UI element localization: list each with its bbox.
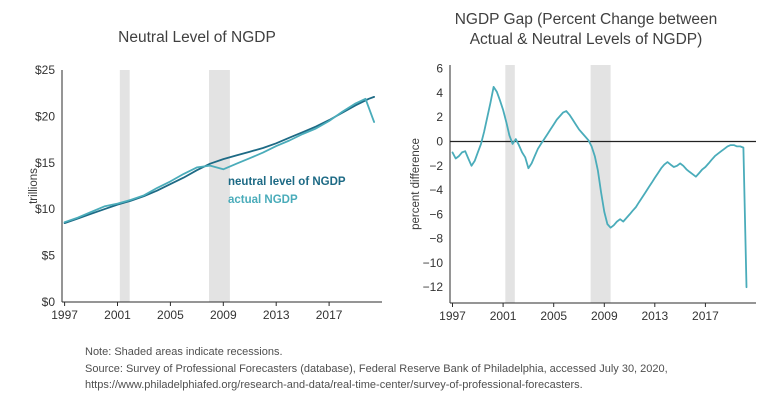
svg-text:2017: 2017 (316, 308, 343, 322)
svg-text:2001: 2001 (490, 309, 517, 323)
svg-text:$5: $5 (42, 249, 56, 263)
svg-text:$25: $25 (35, 63, 55, 77)
svg-text:−8: −8 (429, 232, 443, 246)
svg-text:2005: 2005 (157, 308, 184, 322)
svg-text:2001: 2001 (104, 308, 131, 322)
ngdp-gap-chart: 1997 2001 2005 2009 2013 2017 6 4 2 0 −2 −4 −6 −8 −10 −… (410, 62, 756, 323)
legend-neutral-level-label: neutral level of NGDP (228, 176, 346, 189)
svg-text:6: 6 (436, 62, 443, 76)
svg-text:2013: 2013 (263, 308, 290, 322)
svg-text:2009: 2009 (591, 309, 618, 323)
svg-text:−2: −2 (429, 159, 443, 173)
legend-actual-ngdp-label: actual NGDP (228, 194, 298, 207)
svg-text:−6: −6 (429, 207, 443, 221)
note-text: Note: Shaded areas indicate recessions. (85, 346, 283, 358)
left-chart-area: 1997 2001 2005 2009 2013 2017 $0 $5 $10 $15 $20 $25… (26, 56, 392, 332)
svg-text:2009: 2009 (210, 308, 237, 322)
svg-text:2: 2 (436, 110, 443, 124)
right-chart-area: 1997 2001 2005 2009 2013 2017 6 4 2 0 −2 −4 −6 −8 −10 −… (408, 57, 764, 333)
source-text: Source: Survey of Professional Forecaste… (85, 362, 668, 392)
neutral-level-chart-block: Neutral Level of NGDP 1997 2001 2005 2009 20… (26, 28, 392, 332)
svg-text:percent difference: percent difference (410, 138, 422, 230)
svg-text:$10: $10 (35, 203, 55, 217)
svg-text:1997: 1997 (439, 309, 466, 323)
svg-text:−4: −4 (429, 183, 443, 197)
svg-text:−12: −12 (423, 280, 444, 294)
svg-text:2005: 2005 (540, 309, 567, 323)
svg-text:$15: $15 (35, 156, 55, 170)
ngdp-gap-chart-block: NGDP Gap (Percent Change between Actual … (408, 10, 764, 333)
svg-text:$0: $0 (42, 295, 56, 309)
neutral-level-chart: 1997 2001 2005 2009 2013 2017 $0 $5 $10 $15 $20 $25… (28, 63, 382, 322)
right-chart-title: NGDP Gap (Percent Change between Actual … (454, 11, 718, 49)
svg-text:−10: −10 (423, 256, 444, 270)
svg-text:2017: 2017 (692, 309, 719, 323)
svg-text:2013: 2013 (641, 309, 668, 323)
footnotes: Note: Shaded areas indicate recessions. … (85, 344, 685, 394)
svg-text:1997: 1997 (51, 308, 78, 322)
svg-text:$20: $20 (35, 110, 55, 124)
left-chart-title: Neutral Level of NGDP (118, 29, 276, 46)
svg-text:trillions: trillions (28, 168, 40, 204)
svg-text:4: 4 (436, 86, 443, 100)
svg-text:0: 0 (436, 134, 443, 148)
